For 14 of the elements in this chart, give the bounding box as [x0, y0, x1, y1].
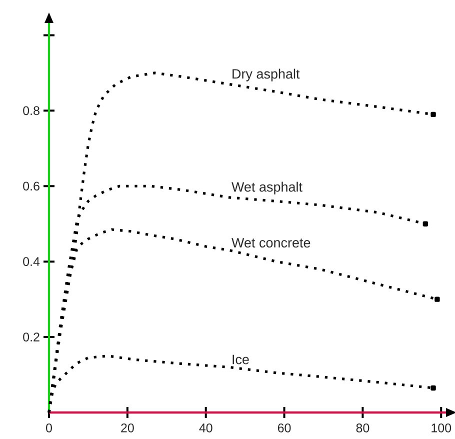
- series-label: Wet asphalt: [232, 182, 302, 194]
- series-label: Ice: [232, 354, 249, 364]
- x-tick-label: 60: [278, 424, 291, 432]
- x-tick-label: 20: [121, 424, 134, 432]
- y-tick-label: 0.4: [23, 257, 40, 266]
- series-label: Wet concrete: [232, 238, 310, 248]
- y-tick-label: 0.6: [23, 182, 40, 191]
- series-label: Dry asphalt: [232, 68, 300, 82]
- y-tick-label: 0.2: [23, 332, 40, 342]
- x-tick-label: 100: [432, 424, 452, 432]
- x-tick-label: 80: [356, 424, 370, 432]
- y-tick-label: 0.8: [23, 106, 40, 116]
- x-tick-label: 0: [46, 424, 52, 432]
- x-tick-label: 40: [199, 424, 212, 432]
